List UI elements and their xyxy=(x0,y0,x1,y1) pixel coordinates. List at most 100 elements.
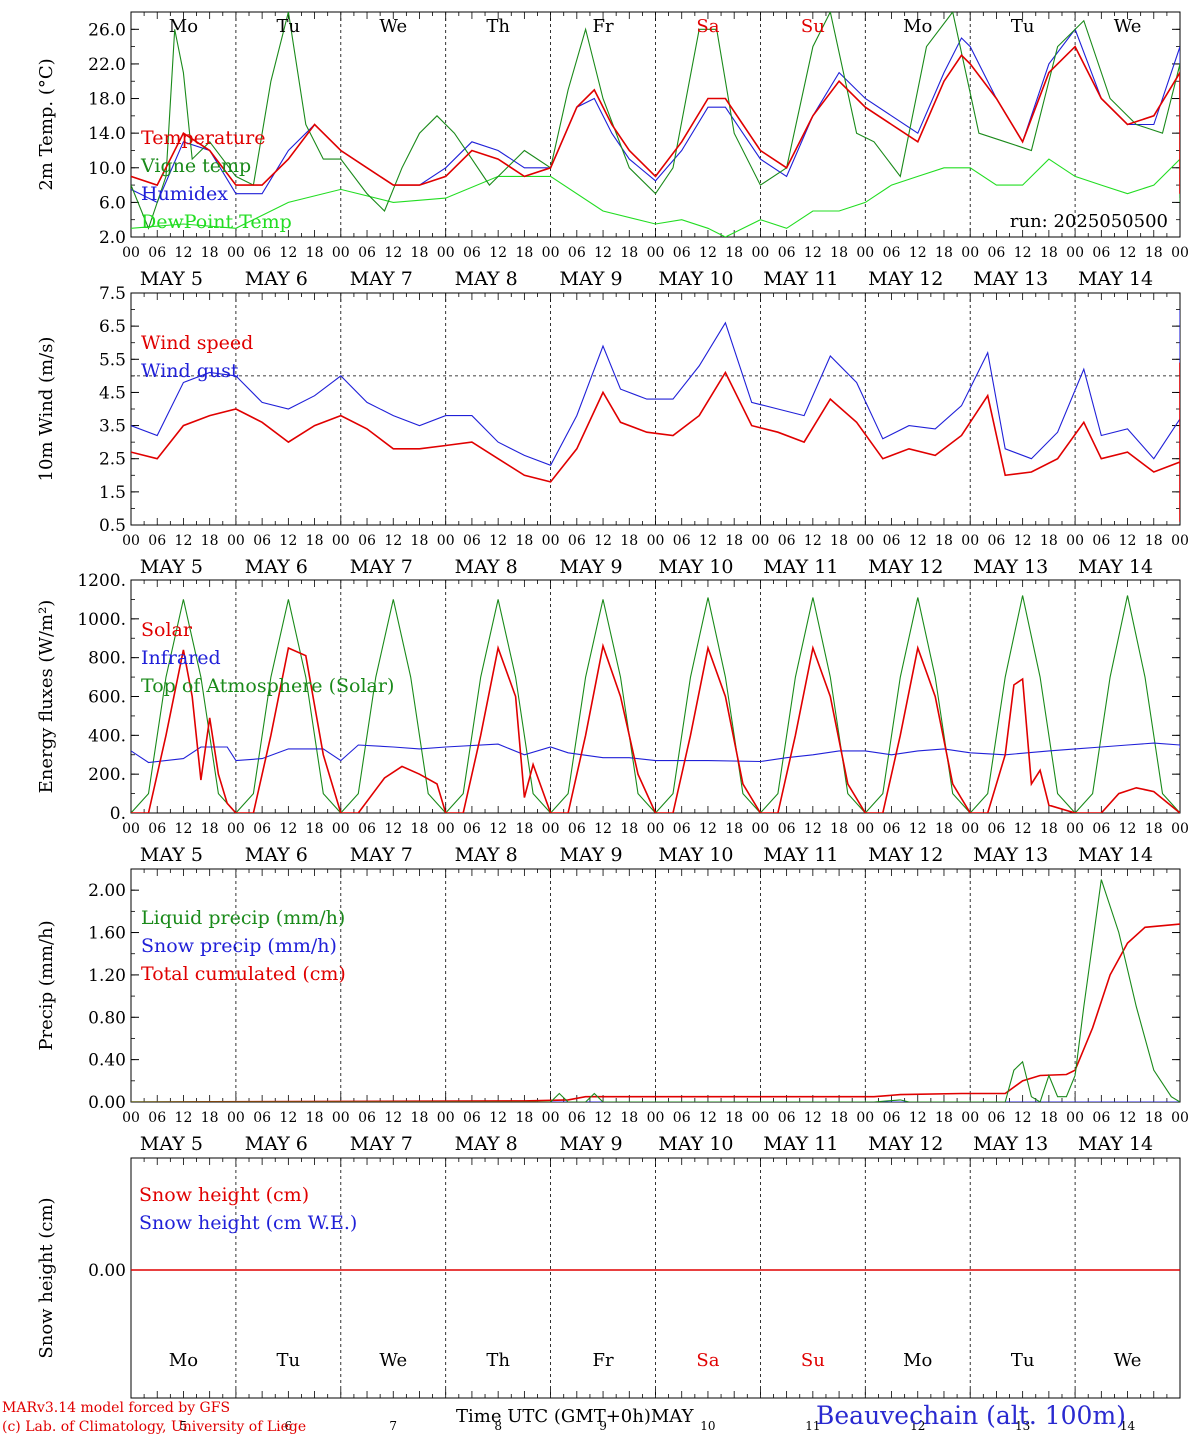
x-hour-label: 06 xyxy=(568,1110,586,1126)
x-hour-label: 18 xyxy=(515,533,533,549)
x-hour-label: 18 xyxy=(1145,533,1163,549)
x-hour-label: 18 xyxy=(1145,245,1163,261)
x-axis-month: MAY xyxy=(650,1406,694,1427)
x-date-label: MAY 9 xyxy=(560,1133,623,1155)
footer-model-note: MARv3.14 model forced by GFS xyxy=(2,1400,231,1416)
legend-label: Solar xyxy=(141,619,193,641)
y-tick-label: 2.5 xyxy=(99,450,126,470)
legend-label: Snow height (cm) xyxy=(139,1184,309,1206)
x-hour-label: 06 xyxy=(148,821,166,837)
x-date-label: MAY 6 xyxy=(245,556,308,578)
x-hour-label: 00 xyxy=(1171,1110,1189,1126)
x-hour-label: 06 xyxy=(253,533,271,549)
weekday-label: We xyxy=(1114,16,1142,37)
x-hour-label: 18 xyxy=(935,245,953,261)
x-day-number: 7 xyxy=(389,1419,397,1433)
y-tick-label: 1200. xyxy=(77,571,126,591)
legend-label: Wind speed xyxy=(141,332,253,354)
x-date-label: MAY 7 xyxy=(350,1133,413,1155)
x-hour-label: 06 xyxy=(358,533,376,549)
weekday-label: Sa xyxy=(696,16,719,37)
x-hour-label: 00 xyxy=(542,821,560,837)
x-hour-label: 12 xyxy=(489,1110,507,1126)
x-date-label: MAY 10 xyxy=(658,844,733,866)
series-line xyxy=(131,12,1180,230)
y-tick-label: 18.0 xyxy=(88,90,126,110)
x-hour-label: 18 xyxy=(1040,1110,1058,1126)
panel-3: 0. 200. 400. 600. 800. 1000. 1200. Energy fluxe… xyxy=(36,571,1189,866)
x-hour-label: 06 xyxy=(253,245,271,261)
y-tick-label: 6.5 xyxy=(99,317,126,337)
x-hour-label: 06 xyxy=(883,1110,901,1126)
weekday-label: We xyxy=(379,1350,407,1371)
x-hour-label: 00 xyxy=(1171,821,1189,837)
y-tick-label: 0.80 xyxy=(88,1008,126,1028)
series-line xyxy=(131,642,1180,813)
x-day-number: 12 xyxy=(910,1419,925,1433)
x-hour-label: 06 xyxy=(778,1110,796,1126)
y-tick-label: 2.0 xyxy=(99,228,126,248)
legend-label: Liquid precip (mm/h) xyxy=(141,907,345,929)
x-date-label: MAY 10 xyxy=(658,556,733,578)
x-hour-label: 00 xyxy=(437,821,455,837)
x-hour-label: 18 xyxy=(515,245,533,261)
x-hour-label: 12 xyxy=(1119,533,1137,549)
station-name: Beauvechain (alt. 100m) xyxy=(816,1401,1126,1430)
x-day-number: 9 xyxy=(599,1419,607,1433)
x-hour-label: 06 xyxy=(358,821,376,837)
x-hour-label: 18 xyxy=(201,1110,219,1126)
x-date-label: MAY 12 xyxy=(868,556,943,578)
x-hour-label: 06 xyxy=(883,245,901,261)
y-tick-label: 2.00 xyxy=(88,881,126,901)
x-hour-label: 00 xyxy=(1171,533,1189,549)
series-line xyxy=(131,141,1180,237)
x-hour-label: 18 xyxy=(725,245,743,261)
legend-label: Top of Atmosphere (Solar) xyxy=(141,675,394,697)
weekday-label: Su xyxy=(801,1350,825,1371)
x-date-label: MAY 14 xyxy=(1078,844,1153,866)
legend-label: Snow height (cm W.E.) xyxy=(139,1212,357,1234)
x-day-number: 13 xyxy=(1015,1419,1030,1433)
weekday-label: Fr xyxy=(593,16,614,37)
x-hour-label: 06 xyxy=(148,1110,166,1126)
x-hour-label: 18 xyxy=(1040,821,1058,837)
weekday-label: Su xyxy=(801,16,825,37)
x-hour-label: 00 xyxy=(542,1110,560,1126)
x-hour-label: 18 xyxy=(620,821,638,837)
x-hour-label: 18 xyxy=(411,821,429,837)
x-hour-label: 00 xyxy=(122,1110,140,1126)
x-day-number: 8 xyxy=(494,1419,502,1433)
x-hour-label: 06 xyxy=(568,821,586,837)
x-hour-label: 12 xyxy=(1014,821,1032,837)
x-date-label: MAY 7 xyxy=(350,844,413,866)
x-date-label: MAY 7 xyxy=(350,268,413,290)
series-line xyxy=(131,879,1180,1102)
x-hour-label: 06 xyxy=(673,533,691,549)
x-hour-label: 18 xyxy=(620,1110,638,1126)
weekday-label: Fr xyxy=(593,1350,614,1371)
x-hour-label: 00 xyxy=(961,821,979,837)
x-hour-label: 12 xyxy=(384,821,402,837)
x-hour-label: 00 xyxy=(437,245,455,261)
x-hour-label: 00 xyxy=(751,533,769,549)
series-group xyxy=(131,12,1180,237)
x-hour-label: 00 xyxy=(1066,821,1084,837)
x-hour-label: 06 xyxy=(1092,821,1110,837)
x-hour-label: 00 xyxy=(332,533,350,549)
x-hour-label: 18 xyxy=(830,821,848,837)
x-hour-label: 06 xyxy=(988,245,1006,261)
x-hour-label: 12 xyxy=(699,821,717,837)
x-hour-label: 18 xyxy=(515,821,533,837)
x-hour-label: 12 xyxy=(699,533,717,549)
legend-label: Humidex xyxy=(141,183,228,205)
x-hour-label: 06 xyxy=(568,245,586,261)
x-hour-label: 12 xyxy=(594,533,612,549)
x-hour-label: 06 xyxy=(883,533,901,549)
x-date-label: MAY 8 xyxy=(455,844,518,866)
x-hour-label: 12 xyxy=(594,1110,612,1126)
x-hour-label: 00 xyxy=(1066,245,1084,261)
x-hour-label: 06 xyxy=(358,245,376,261)
x-hour-label: 00 xyxy=(122,821,140,837)
x-hour-label: 06 xyxy=(1092,533,1110,549)
x-hour-label: 12 xyxy=(279,821,297,837)
